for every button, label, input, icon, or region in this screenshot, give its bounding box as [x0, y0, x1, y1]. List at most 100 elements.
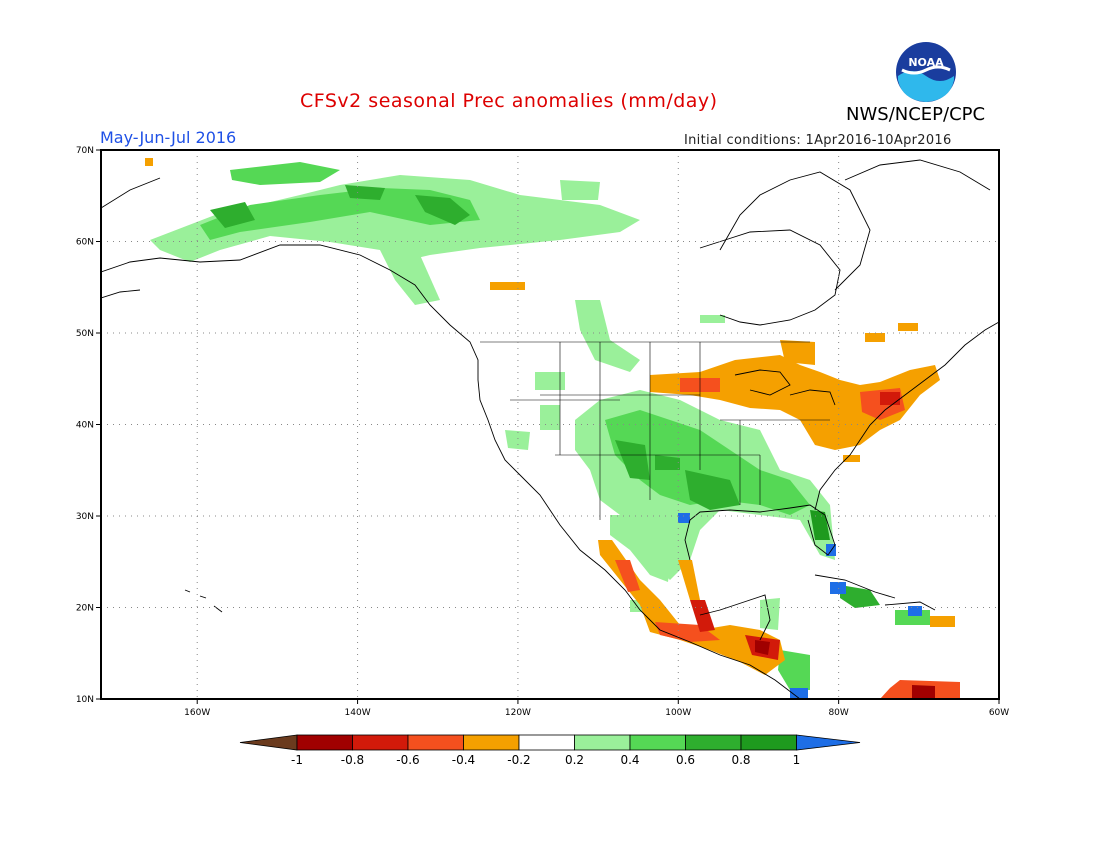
coastline — [101, 177, 161, 209]
lat-tick-label: 70N — [76, 146, 94, 156]
anomaly-region — [810, 510, 830, 540]
coastline — [699, 594, 771, 641]
anomaly-region — [843, 455, 860, 462]
anomaly-region — [380, 250, 440, 305]
anomaly-region — [540, 405, 560, 430]
colorbar-low-arrow — [239, 734, 298, 751]
anomaly-region — [678, 560, 700, 600]
anomaly-region — [598, 540, 785, 675]
lon-tick-label: 80W — [828, 708, 848, 718]
colorbar-label: 0.6 — [676, 753, 695, 767]
anomaly-region — [908, 606, 922, 616]
anomaly-shading — [145, 158, 960, 699]
axis-ticks: 160W 140W 120W 100W 80W 60W 70N 60N 50N 40N 30N 20N… — [76, 146, 1009, 718]
anomaly-region — [490, 282, 525, 290]
coastline — [213, 605, 223, 613]
anomaly-region — [575, 300, 640, 372]
coastline — [789, 389, 836, 406]
anomaly-region — [678, 513, 690, 523]
anomaly-region — [200, 188, 480, 240]
lon-tick-label: 120W — [505, 708, 531, 718]
coastline — [844, 159, 991, 191]
anomaly-region — [210, 202, 255, 228]
colorbar-label: 0.2 — [565, 753, 584, 767]
lat-tick-label: 60N — [76, 238, 94, 248]
colorbar-label: -0.4 — [452, 753, 475, 767]
colorbar-segment — [407, 734, 464, 751]
coastlines — [101, 159, 999, 699]
colorbar-segment — [740, 734, 797, 751]
anomaly-region — [912, 685, 935, 699]
anomaly-region — [865, 333, 885, 342]
coastline — [734, 369, 791, 396]
anomaly-region — [415, 195, 470, 225]
anomaly-region — [535, 372, 565, 390]
anomaly-region — [345, 185, 385, 200]
lon-tick-label: 100W — [665, 708, 691, 718]
colorbar-segment — [463, 734, 520, 751]
anomaly-region — [615, 440, 650, 480]
colorbar-legend: -1 -0.8 -0.6 -0.4 -0.2 0.2 0.4 0.6 0.8 1 — [239, 734, 861, 767]
forecast-period: May-Jun-Jul 2016 — [100, 128, 237, 147]
coastline — [699, 229, 841, 326]
lat-tick-label: 40N — [76, 421, 94, 431]
colorbar-segment — [685, 734, 742, 751]
colorbar-label: 0.8 — [731, 753, 750, 767]
lon-tick-label: 140W — [345, 708, 371, 718]
colorbar-segment — [352, 734, 409, 751]
anomaly-region — [615, 560, 640, 592]
lon-tick-label: 160W — [184, 708, 210, 718]
initial-conditions: Initial conditions: 1Apr2016-10Apr2016 — [684, 133, 952, 148]
colorbar-label: -0.8 — [341, 753, 364, 767]
anomaly-region — [830, 582, 846, 594]
anomaly-region — [930, 616, 955, 627]
colorbar-label: -0.6 — [396, 753, 419, 767]
map-title: CFSv2 seasonal Prec anomalies (mm/day) — [300, 90, 718, 112]
anomaly-region — [780, 340, 815, 365]
anomaly-region — [760, 598, 780, 630]
anomaly-region — [755, 640, 770, 655]
anomaly-region — [880, 392, 900, 405]
colorbar-label: -1 — [291, 753, 303, 767]
colorbar-segment — [296, 734, 353, 751]
svg-text:NOAA: NOAA — [908, 56, 944, 69]
coastline — [199, 595, 207, 599]
colorbar-label: 1 — [793, 753, 801, 767]
colorbar-segment — [629, 734, 686, 751]
colorbar-segment — [518, 734, 575, 751]
anomaly-region — [898, 323, 918, 331]
colorbar-label: -0.2 — [507, 753, 530, 767]
colorbar-label: 0.4 — [620, 753, 639, 767]
anomaly-region — [790, 688, 808, 699]
anomaly-region — [650, 355, 940, 450]
lat-tick-label: 10N — [76, 695, 94, 705]
agency-label: NWS/NCEP/CPC — [846, 104, 986, 125]
coastline — [101, 244, 801, 699]
colorbar-segment — [574, 734, 631, 751]
coastline — [719, 171, 871, 291]
anomaly-region — [610, 515, 670, 582]
lat-tick-label: 50N — [76, 329, 94, 339]
coastline — [814, 321, 999, 511]
coastline — [101, 289, 141, 299]
anomaly-region — [840, 585, 880, 608]
anomaly-region — [605, 410, 810, 515]
lat-tick-label: 20N — [76, 604, 94, 614]
coastline — [684, 504, 836, 561]
anomaly-region — [778, 650, 810, 690]
coastline — [814, 574, 896, 599]
anomaly-region — [505, 430, 530, 450]
anomaly-region — [655, 622, 720, 642]
anomaly-region — [700, 315, 725, 323]
anomaly-region — [560, 180, 600, 200]
anomaly-region — [230, 162, 340, 185]
colorbar-high-arrow — [796, 734, 861, 751]
lon-tick-label: 60W — [989, 708, 1009, 718]
anomaly-region — [145, 158, 153, 166]
anomaly-region — [690, 600, 715, 632]
anomaly-region — [655, 455, 680, 470]
anomaly-region — [685, 470, 740, 510]
coastline — [184, 589, 191, 593]
noaa-logo-icon: NOAA — [896, 42, 956, 102]
